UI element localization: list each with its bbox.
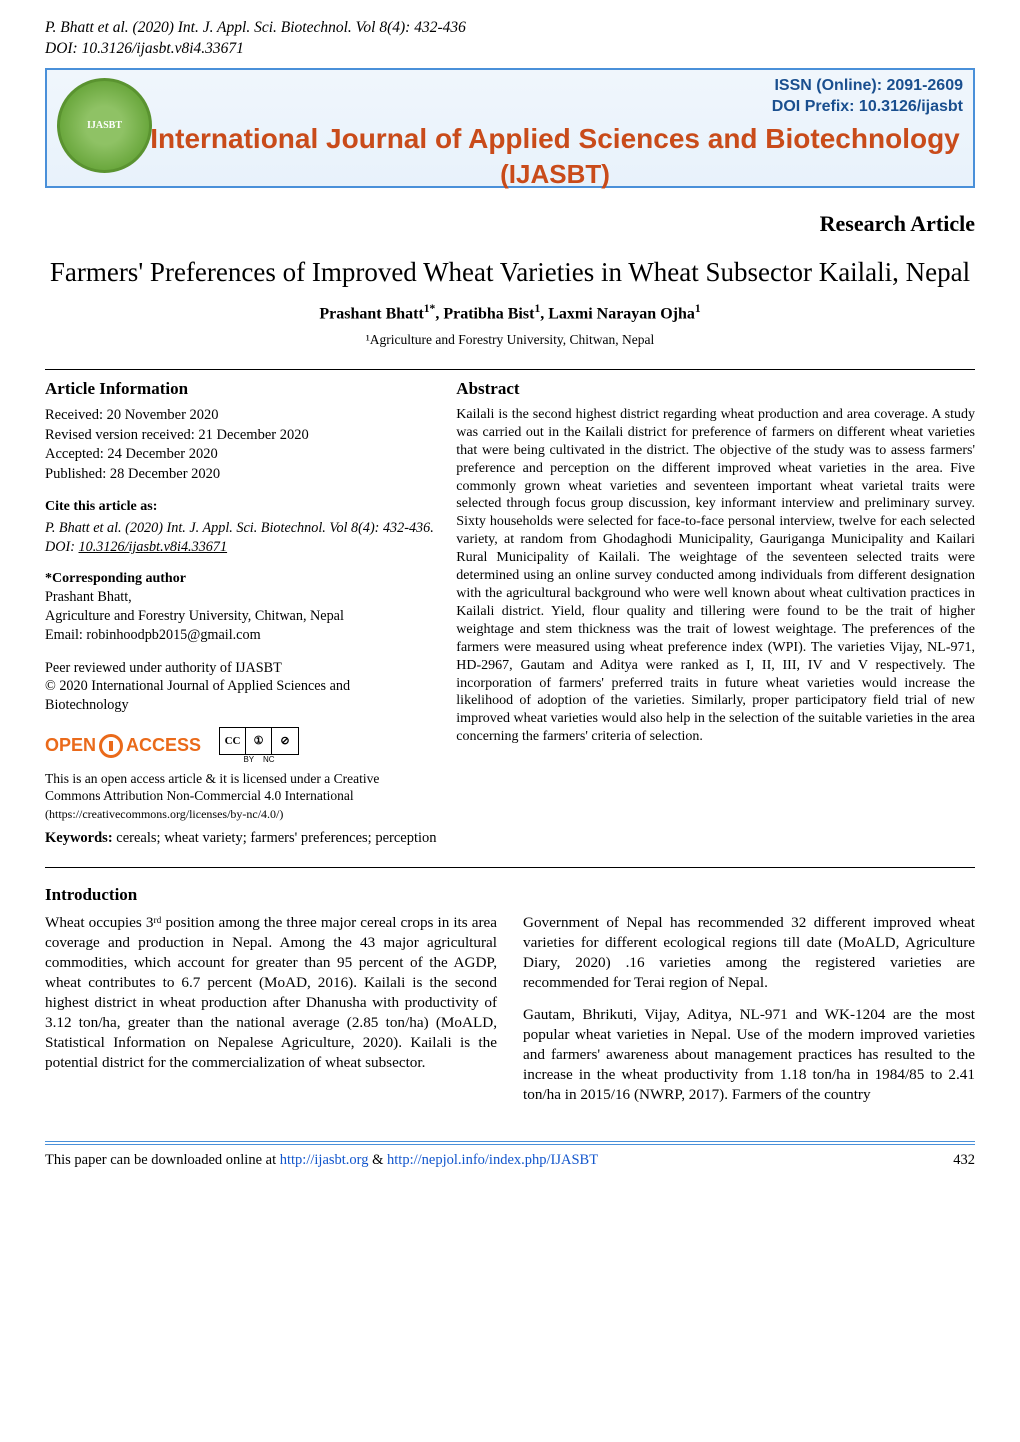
by-icon: ① bbox=[246, 728, 272, 754]
doi-link[interactable]: 10.3126/ijasbt.v8i4.33671 bbox=[79, 539, 228, 555]
intro-para-1: Wheat occupies 3ʳᵈ position among the th… bbox=[45, 913, 497, 1074]
copyright-line: © 2020 International Journal of Applied … bbox=[45, 677, 436, 714]
page-number: 432 bbox=[953, 1151, 975, 1170]
abstract-heading: Abstract bbox=[456, 378, 975, 400]
abstract-text: Kailali is the second highest district r… bbox=[456, 406, 975, 746]
peer-line: Peer reviewed under authority of IJASBT bbox=[45, 659, 436, 678]
abstract-column: Abstract Kailali is the second highest d… bbox=[456, 378, 975, 823]
footer-text: This paper can be downloaded online at h… bbox=[45, 1151, 598, 1170]
intro-para-3: Gautam, Bhrikuti, Vijay, Aditya, NL-971 … bbox=[523, 1005, 975, 1105]
license-url[interactable]: (https://creativecommons.org/licenses/by… bbox=[45, 807, 436, 823]
footer: This paper can be downloaded online at h… bbox=[45, 1141, 975, 1170]
cc-badge-wrapper: CC ① ⊘ BY NC bbox=[219, 727, 299, 765]
cite-body: P. Bhatt et al. (2020) Int. J. Appl. Sci… bbox=[45, 519, 436, 556]
keywords-row: Keywords: cereals; wheat variety; farmer… bbox=[45, 829, 975, 848]
journal-abbrev: (IJASBT) bbox=[147, 158, 963, 192]
article-title: Farmers' Preferences of Improved Wheat V… bbox=[45, 256, 975, 290]
license-text: This is an open access article & it is l… bbox=[45, 771, 436, 805]
introduction-heading: Introduction bbox=[45, 884, 975, 906]
nc-icon: ⊘ bbox=[272, 728, 298, 754]
affiliation: ¹Agriculture and Forestry University, Ch… bbox=[45, 331, 975, 349]
open-access-row: OPEN ACCESS CC ① ⊘ BY NC bbox=[45, 727, 436, 765]
corresponding-heading: *Corresponding author bbox=[45, 570, 436, 588]
running-citation: P. Bhatt et al. (2020) Int. J. Appl. Sci… bbox=[45, 18, 975, 39]
authors: Prashant Bhatt1*, Pratibha Bist1, Laxmi … bbox=[45, 302, 975, 325]
running-head: P. Bhatt et al. (2020) Int. J. Appl. Sci… bbox=[45, 0, 975, 60]
corresponding-affil: Agriculture and Forestry University, Chi… bbox=[45, 607, 436, 626]
divider bbox=[45, 867, 975, 868]
cc-label: BY NC bbox=[219, 755, 299, 765]
cc-icon: CC bbox=[220, 728, 246, 754]
body-col-right: Government of Nepal has recommended 32 d… bbox=[523, 913, 975, 1118]
info-abstract-row: Article Information Received: 20 Novembe… bbox=[45, 378, 975, 823]
cite-heading: Cite this article as: bbox=[45, 498, 436, 516]
article-type: Research Article bbox=[45, 210, 975, 239]
peer-review-block: Peer reviewed under authority of IJASBT … bbox=[45, 659, 436, 715]
banner-issn-block: ISSN (Online): 2091-2609 DOI Prefix: 10.… bbox=[57, 76, 963, 118]
intro-para-2: Government of Nepal has recommended 32 d… bbox=[523, 913, 975, 993]
running-doi: DOI: 10.3126/ijasbt.v8i4.33671 bbox=[45, 39, 975, 60]
issn-line: ISSN (Online): 2091-2609 bbox=[57, 76, 963, 97]
journal-banner: IJASBT ISSN (Online): 2091-2609 DOI Pref… bbox=[45, 68, 975, 188]
article-info-column: Article Information Received: 20 Novembe… bbox=[45, 378, 436, 823]
footer-link-2[interactable]: http://nepjol.info/index.php/IJASBT bbox=[387, 1152, 598, 1168]
corresponding-email: Email: robinhoodpb2015@gmail.com bbox=[45, 626, 436, 645]
keywords-text: cereals; wheat variety; farmers' prefere… bbox=[113, 830, 437, 846]
keywords-label: Keywords: bbox=[45, 830, 113, 846]
revised-line: Revised version received: 21 December 20… bbox=[45, 426, 436, 446]
received-line: Received: 20 November 2020 bbox=[45, 406, 436, 426]
accepted-line: Accepted: 24 December 2020 bbox=[45, 445, 436, 465]
body-columns: Wheat occupies 3ʳᵈ position among the th… bbox=[45, 913, 975, 1118]
open-access-badge: OPEN ACCESS bbox=[45, 734, 201, 758]
divider bbox=[45, 369, 975, 370]
article-info-heading: Article Information bbox=[45, 378, 436, 400]
doi-prefix-line: DOI Prefix: 10.3126/ijasbt bbox=[57, 97, 963, 118]
cc-badge: CC ① ⊘ bbox=[219, 727, 299, 755]
journal-logo-icon: IJASBT bbox=[57, 78, 152, 173]
open-lock-icon bbox=[99, 734, 123, 758]
journal-title: International Journal of Applied Science… bbox=[147, 121, 963, 157]
body-col-left: Wheat occupies 3ʳᵈ position among the th… bbox=[45, 913, 497, 1118]
published-line: Published: 28 December 2020 bbox=[45, 465, 436, 485]
corresponding-name: Prashant Bhatt, bbox=[45, 588, 436, 607]
footer-link-1[interactable]: http://ijasbt.org bbox=[280, 1152, 369, 1168]
